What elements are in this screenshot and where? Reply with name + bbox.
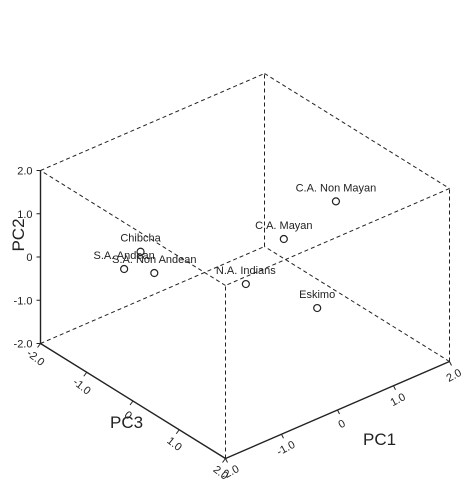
tick-label-pc1: 2.0 xyxy=(445,367,464,385)
edge-back-bottom xyxy=(40,246,265,344)
axis-label-pc3: PC3 xyxy=(110,413,143,432)
tick-label-pc2: -1.0 xyxy=(14,295,33,307)
tick-label-pc2: 0 xyxy=(26,252,32,264)
data-point-label: C.A. Mayan xyxy=(255,220,312,232)
tick-pc3 xyxy=(175,429,180,435)
tick-pc3 xyxy=(222,458,226,463)
edge-top-back xyxy=(40,73,265,171)
data-point-label: C.A. Non Mayan xyxy=(296,182,377,194)
data-point xyxy=(150,268,159,278)
data-point xyxy=(331,197,341,206)
tick-marks xyxy=(36,170,452,463)
data-point-label: S.A. Andean xyxy=(94,250,155,262)
tick-label-pc1: 0 xyxy=(337,418,348,431)
data-point xyxy=(120,264,129,274)
data-point xyxy=(279,234,288,244)
tick-label-pc3: 1.0 xyxy=(164,435,183,454)
edge-top-right xyxy=(264,73,450,189)
tick-label-pc1: 1.0 xyxy=(389,391,408,409)
edge-top-front xyxy=(225,188,450,286)
data-points: C.A. Non Mayan C.A. Mayan Chibcha N.A. Indi… xyxy=(94,182,377,313)
data-point-label: N.A. Indians xyxy=(216,265,276,277)
data-point xyxy=(241,279,250,289)
tick-pc1 xyxy=(225,458,228,463)
data-point-label: S.A. Non Andean xyxy=(112,254,196,266)
tick-label-pc2: 1.0 xyxy=(17,209,32,221)
edge-right-bottom xyxy=(264,246,450,362)
tick-pc3 xyxy=(37,343,41,348)
tick-label-pc3: -1.0 xyxy=(70,376,92,397)
data-point xyxy=(313,303,322,313)
cube-wireframe xyxy=(39,73,450,460)
data-point-label: Chibcha xyxy=(120,233,161,245)
axis-label-pc1: PC1 xyxy=(363,430,396,449)
tick-labels: -2.0-1.001.02.0-2.0-1.001.02.0-2.0-1.001… xyxy=(14,166,464,483)
tick-pc1 xyxy=(449,361,452,366)
tick-pc1 xyxy=(393,385,396,390)
tick-pc3 xyxy=(83,371,88,377)
axis-label-pc2: PC2 xyxy=(9,218,28,251)
tick-label-pc2: 2.0 xyxy=(17,166,32,178)
edge-top-left xyxy=(40,170,226,286)
tick-label-pc2: -2.0 xyxy=(14,339,33,351)
data-point-label: Eskimo xyxy=(299,289,335,301)
tick-label-pc3: -2.0 xyxy=(24,348,46,369)
tick-pc1 xyxy=(337,409,340,415)
tick-pc1 xyxy=(281,434,284,439)
data-point xyxy=(136,247,145,256)
tick-pc3 xyxy=(129,400,134,406)
tick-label-pc1: -1.0 xyxy=(275,439,297,459)
